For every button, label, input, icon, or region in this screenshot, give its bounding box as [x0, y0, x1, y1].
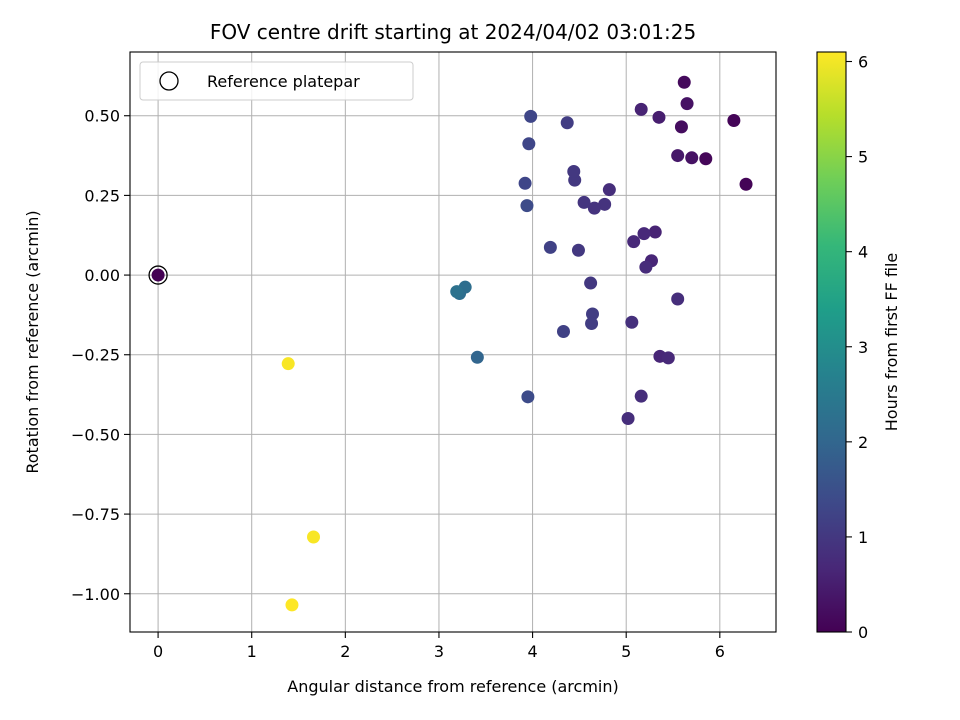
data-point — [518, 176, 532, 190]
y-tick-label: −0.75 — [71, 505, 120, 524]
data-point — [521, 390, 535, 404]
data-point — [577, 195, 591, 209]
data-point — [661, 351, 675, 365]
data-point — [598, 197, 612, 211]
grid-lines — [130, 52, 776, 632]
chart-title: FOV centre drift starting at 2024/04/02 … — [210, 20, 696, 44]
colorbar-ticks: 0 1 2 3 4 5 6 — [846, 53, 868, 642]
x-tick-label: 0 — [153, 642, 163, 661]
data-point — [285, 598, 299, 612]
data-point — [470, 350, 484, 364]
data-point — [677, 75, 691, 89]
y-axis-label: Rotation from reference (arcmin) — [23, 210, 42, 473]
colorbar: 0 1 2 3 4 5 6 Hours from first FF file — [816, 51, 901, 642]
colorbar-tick-label: 2 — [858, 433, 868, 452]
data-point — [680, 97, 694, 111]
x-tick-label: 5 — [621, 642, 631, 661]
data-point — [522, 137, 536, 151]
legend-box — [139, 61, 414, 101]
data-point — [307, 530, 321, 544]
colorbar-tick-label: 0 — [858, 623, 868, 642]
y-axis-ticks: −1.00 −0.75 −0.50 −0.25 0.00 0.25 0.50 — [71, 107, 130, 604]
data-point — [699, 152, 713, 166]
data-point — [556, 324, 570, 338]
data-point — [571, 243, 585, 257]
x-tick-label: 3 — [434, 642, 444, 661]
colorbar-gradient — [816, 51, 847, 633]
data-point — [637, 227, 651, 241]
data-point — [671, 149, 685, 163]
data-point — [560, 116, 574, 130]
data-point — [634, 102, 648, 116]
y-tick-label: 0.50 — [84, 107, 120, 126]
x-axis-ticks: 0 1 2 3 4 5 6 — [153, 632, 725, 661]
x-tick-label: 2 — [340, 642, 350, 661]
data-point — [634, 389, 648, 403]
colorbar-tick-label: 3 — [858, 338, 868, 357]
legend-marker-reference — [159, 71, 179, 91]
data-point — [587, 201, 601, 215]
colorbar-tick-label: 4 — [858, 243, 868, 262]
data-point — [585, 307, 599, 321]
legend-label-reference: Reference platepar — [207, 72, 360, 91]
y-tick-label: 0.00 — [84, 266, 120, 285]
data-point — [602, 183, 616, 197]
data-point — [281, 357, 295, 371]
legend: Reference platepar — [139, 61, 414, 101]
data-point — [520, 199, 534, 213]
data-point — [739, 177, 753, 191]
colorbar-tick-label: 5 — [858, 148, 868, 167]
data-point — [625, 315, 639, 329]
data-point — [543, 240, 557, 254]
data-point — [621, 411, 635, 425]
x-tick-label: 4 — [527, 642, 537, 661]
data-point — [450, 285, 464, 299]
data-point — [151, 268, 165, 282]
x-tick-label: 1 — [247, 642, 257, 661]
y-tick-label: −1.00 — [71, 585, 120, 604]
data-point — [567, 165, 581, 179]
colorbar-label: Hours from first FF file — [882, 253, 901, 432]
data-point — [685, 151, 699, 165]
plot-frame — [129, 51, 777, 633]
data-point — [585, 317, 599, 331]
x-tick-label: 6 — [715, 642, 725, 661]
data-point — [524, 109, 538, 123]
data-point — [639, 260, 653, 274]
data-point — [652, 110, 666, 124]
colorbar-tick-label: 1 — [858, 528, 868, 547]
colorbar-tick-label: 6 — [858, 53, 868, 72]
x-axis-label: Angular distance from reference (arcmin) — [287, 677, 618, 696]
data-point — [727, 114, 741, 128]
y-tick-label: 0.25 — [84, 186, 120, 205]
data-point — [674, 120, 688, 134]
data-points — [148, 75, 753, 612]
data-point — [671, 292, 685, 306]
data-point — [648, 225, 662, 239]
data-point — [627, 235, 641, 249]
y-tick-label: −0.50 — [71, 425, 120, 444]
y-tick-label: −0.25 — [71, 346, 120, 365]
reference-platepar-marker — [148, 265, 168, 285]
data-point — [584, 276, 598, 290]
